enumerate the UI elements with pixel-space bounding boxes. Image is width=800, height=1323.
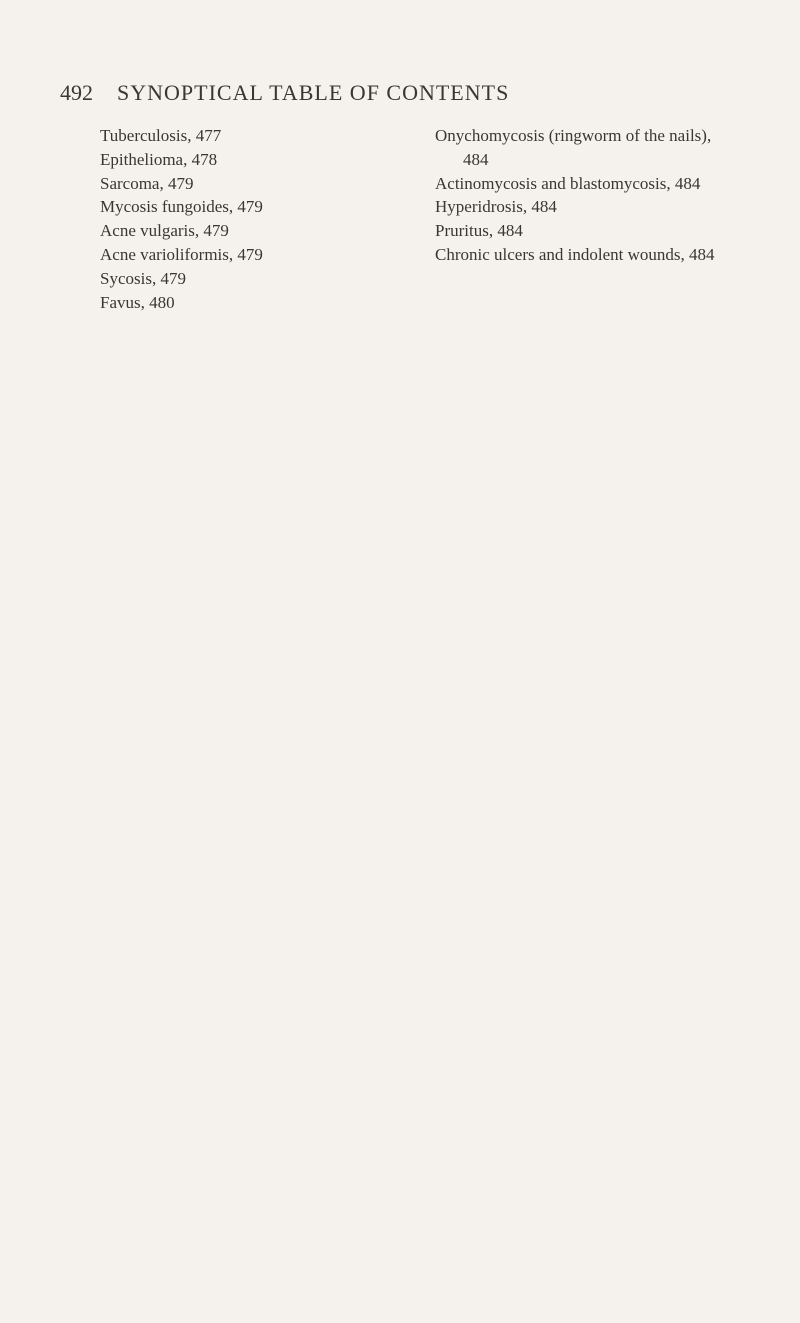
index-entry: Actinomycosis and blastomycosis, 484 (435, 172, 740, 196)
page-number: 492 (60, 80, 93, 106)
index-entry: Pruritus, 484 (435, 219, 740, 243)
index-entry: Tuberculosis, 477 (100, 124, 405, 148)
index-entry: Mycosis fungoides, 479 (100, 195, 405, 219)
index-entry: Acne vulgaris, 479 (100, 219, 405, 243)
index-entry: Sarcoma, 479 (100, 172, 405, 196)
index-entry: Chronic ulcers and indolent wounds, 484 (435, 243, 740, 267)
index-entry: Onychomycosis (ringworm of the nails), 4… (435, 124, 740, 172)
index-entry: Sycosis, 479 (100, 267, 405, 291)
index-entry: Hyperidrosis, 484 (435, 195, 740, 219)
index-entry: Epithelioma, 478 (100, 148, 405, 172)
content-columns: Tuberculosis, 477 Epithelioma, 478 Sarco… (60, 124, 740, 314)
index-entry: Favus, 480 (100, 291, 405, 315)
left-column: Tuberculosis, 477 Epithelioma, 478 Sarco… (100, 124, 405, 314)
page-header: 492 SYNOPTICAL TABLE OF CONTENTS (60, 80, 740, 106)
right-column: Onychomycosis (ringworm of the nails), 4… (435, 124, 740, 314)
index-entry: Acne varioliformis, 479 (100, 243, 405, 267)
page-title: SYNOPTICAL TABLE OF CONTENTS (117, 80, 509, 106)
